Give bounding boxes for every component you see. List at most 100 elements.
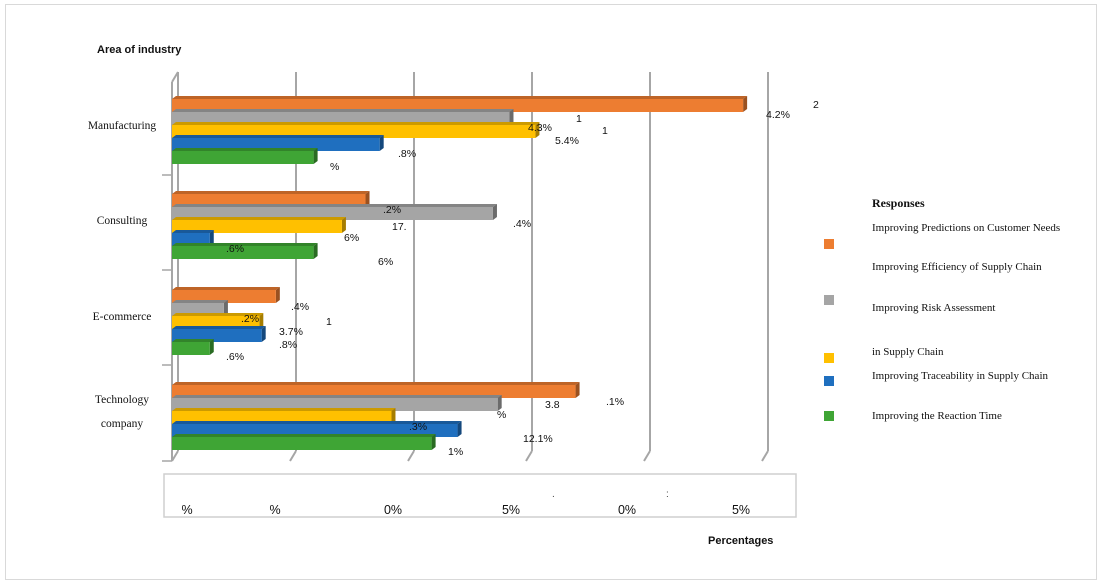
bar-top (172, 313, 264, 316)
x-tick-label: % (181, 503, 192, 517)
bar-top (172, 96, 748, 99)
bar-side (259, 313, 264, 329)
gridline-floor (525, 450, 533, 462)
x-axis-title: Percentages (708, 535, 773, 547)
bar (172, 112, 510, 125)
x-tick-label: 0% (618, 503, 636, 517)
bar-side (497, 395, 502, 411)
data-label: .2% (383, 204, 401, 216)
data-label: .8% (398, 148, 416, 160)
data-label: .4% (513, 218, 531, 230)
x-tick-mark: . (552, 489, 555, 500)
bar-top (172, 191, 370, 194)
bar-top (172, 148, 318, 151)
bar-side (365, 191, 370, 207)
category-label: Consulting (97, 215, 148, 227)
bar (172, 194, 366, 207)
legend: Responses Improving Predictions on Custo… (818, 194, 1093, 444)
data-label: 4.3% (528, 122, 552, 134)
bar (172, 138, 380, 151)
bar (172, 151, 314, 164)
category-label: Manufacturing (88, 120, 157, 132)
data-label: .1% (606, 396, 624, 408)
bar-side (535, 122, 540, 138)
category-label: Technology company (95, 394, 149, 430)
x-tick-mark: : (666, 489, 669, 500)
data-label: 4.2% (766, 109, 790, 121)
bar-top (172, 109, 514, 112)
bar-side (313, 243, 318, 259)
bar (172, 342, 210, 355)
bar (172, 424, 458, 437)
bar (172, 246, 314, 259)
gridline-floor (407, 450, 415, 462)
data-label: 2 (813, 99, 819, 111)
legend-swatch (824, 295, 834, 305)
data-label: .6% (226, 351, 244, 363)
bar-side (341, 217, 346, 233)
data-label: .2% (241, 313, 259, 325)
legend-entry-label: in Supply Chain (872, 346, 944, 358)
legend-entry-label: Improving the Reaction Time (872, 410, 1002, 422)
bar-side (313, 148, 318, 164)
legend-entry-label: Improving Traceability in Supply Chain (872, 370, 1048, 382)
bar (172, 385, 576, 398)
x-tick-label: % (269, 503, 280, 517)
legend-swatch (824, 239, 834, 249)
x-tick-label: 5% (732, 503, 750, 517)
bar (172, 437, 432, 450)
data-label: .8% (279, 339, 297, 351)
bar-top (172, 122, 540, 125)
bar (172, 303, 224, 316)
bar-side (457, 421, 462, 437)
data-label: 1 (576, 113, 582, 125)
bar-top (172, 382, 580, 385)
bar-top (172, 326, 266, 329)
bar-top (172, 395, 502, 398)
x-tick-label: 5% (502, 503, 520, 517)
bar-side (575, 382, 580, 398)
bar (172, 99, 744, 112)
bar (172, 290, 276, 303)
bar (172, 207, 493, 220)
data-label: 3.7% (279, 326, 303, 338)
bar-top (172, 300, 228, 303)
data-label: .4% (291, 301, 309, 313)
bar-side (223, 300, 228, 316)
bar-side (209, 339, 214, 355)
bar (172, 329, 262, 342)
data-label: 5.4% (555, 135, 579, 147)
bar-top (172, 135, 384, 138)
x-tick-labels: %% 0% 5% 0%. 5%: (163, 473, 797, 518)
legend-swatch (824, 376, 834, 386)
bar (172, 398, 498, 411)
data-label: 6% (378, 256, 393, 268)
x-tick-box (163, 473, 797, 518)
bar-side (275, 287, 280, 303)
y-axis-title: Area of industry (97, 44, 182, 56)
bar-side (379, 135, 384, 151)
bar (172, 316, 260, 329)
legend-swatch (824, 411, 834, 421)
bar-side (509, 109, 514, 125)
bar (172, 220, 342, 233)
legend-entry-label: Improving Risk Assessment (872, 302, 996, 314)
data-label: 1% (448, 446, 463, 458)
category-label: E-commerce (93, 311, 152, 323)
bar-side (209, 230, 214, 246)
data-label: 6% (344, 232, 359, 244)
data-label: % (497, 409, 506, 421)
gridline-floor (289, 450, 297, 462)
bar-top (172, 204, 497, 207)
x-tick-label: 0% (384, 503, 402, 517)
legend-title: Responses (872, 196, 925, 210)
data-label: 17. (392, 221, 407, 233)
bar (172, 125, 536, 138)
bar-top (172, 339, 214, 342)
bar-side (743, 96, 748, 112)
bar-top (172, 243, 318, 246)
bar (172, 411, 392, 424)
data-label: % (330, 161, 339, 173)
data-label: 1 (326, 316, 332, 328)
